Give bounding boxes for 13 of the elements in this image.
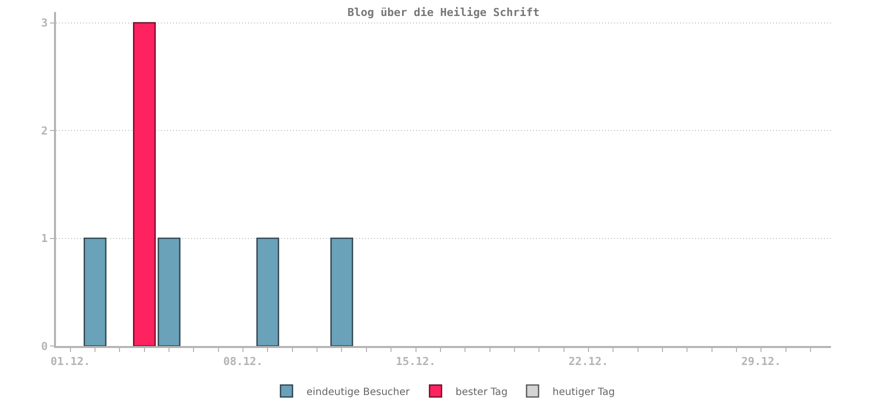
legend-label: eindeutige Besucher: [306, 386, 411, 398]
x-tick-label: 29.12.: [741, 355, 781, 368]
x-tick-label: 22.12.: [568, 355, 608, 368]
x-tick-label: 15.12.: [396, 355, 436, 368]
x-tick-label: 01.12.: [50, 355, 90, 368]
chart-title: Blog über die Heilige Schrift: [347, 6, 540, 19]
legend-label: heutiger Tag: [552, 386, 615, 398]
legend-label: bester Tag: [456, 386, 508, 398]
y-tick-label: 3: [41, 16, 48, 30]
y-tick-label: 0: [41, 340, 48, 353]
y-tick-label: 2: [41, 124, 48, 138]
y-tick-label: 1: [41, 232, 48, 246]
x-tick-label: 08.12.: [223, 355, 263, 368]
